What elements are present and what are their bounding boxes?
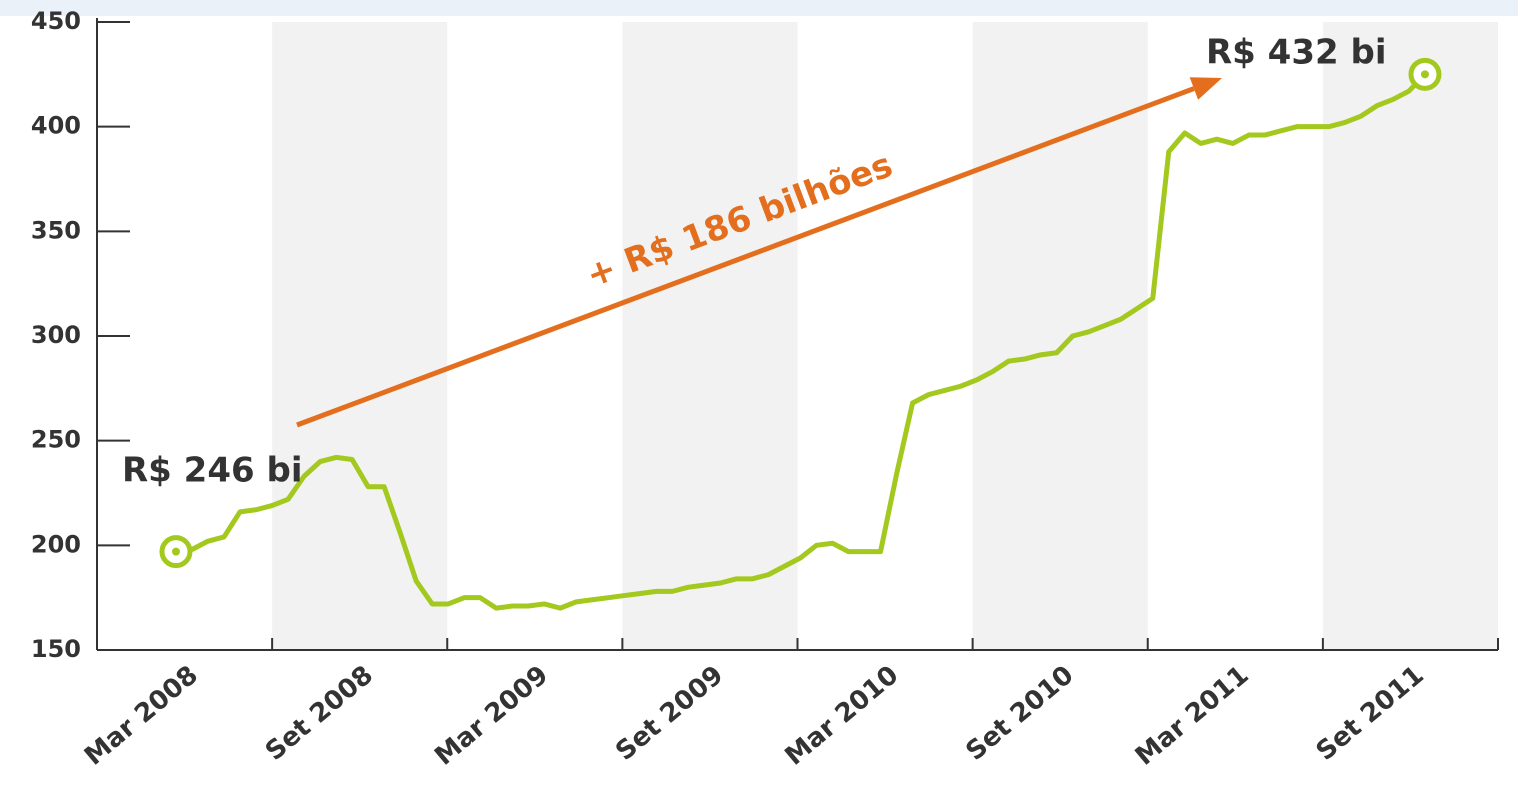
band — [622, 22, 798, 650]
end-marker-dot — [1420, 70, 1429, 79]
y-tick-label: 250 — [31, 426, 81, 454]
y-tick-label: 150 — [31, 635, 81, 663]
data-line — [175, 72, 1427, 611]
band — [972, 22, 1148, 650]
x-tick-label: Mar 2009 — [429, 660, 554, 771]
x-tick-label: Set 2008 — [260, 660, 379, 767]
x-tick-label: Mar 2008 — [79, 660, 204, 771]
bands — [272, 22, 1498, 650]
end-marker-dot — [171, 547, 180, 556]
arrow-shaft — [296, 86, 1195, 428]
y-tick-label: 350 — [31, 216, 81, 244]
x-tick-label: Mar 2010 — [780, 660, 905, 771]
top-strip — [0, 0, 1518, 16]
y-tick-label: 200 — [31, 530, 81, 558]
start-label: R$ 246 bi — [122, 451, 302, 491]
x-tick-label: Set 2011 — [1311, 660, 1430, 767]
band — [1322, 22, 1498, 650]
band — [272, 22, 448, 650]
x-tick-label: Mar 2011 — [1130, 660, 1255, 771]
y-tick-label: 400 — [31, 112, 81, 140]
x-tick-label: Set 2009 — [610, 660, 729, 767]
end-label: R$ 432 bi — [1206, 33, 1386, 73]
y-tick-label: 300 — [31, 321, 81, 349]
arrow-head — [1189, 77, 1222, 100]
x-tick-label: Set 2010 — [960, 660, 1079, 767]
y-tick-label: 450 — [31, 7, 81, 35]
